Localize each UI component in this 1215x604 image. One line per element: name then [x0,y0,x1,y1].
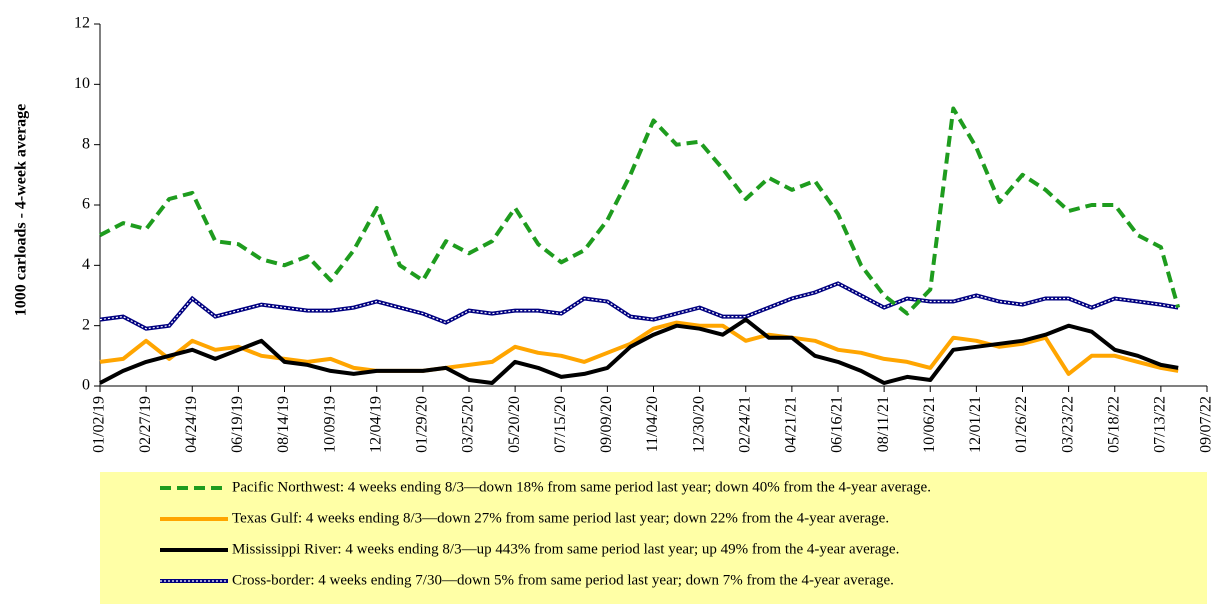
x-tick-label: 08/14/19 [275,396,292,453]
legend-label: Cross-border: 4 weeks ending 7/30—down 5… [232,572,894,588]
x-tick-label: 10/06/21 [921,396,938,453]
x-tick-label: 02/27/19 [137,396,154,453]
x-tick-label: 09/07/22 [1198,396,1215,453]
x-tick-label: 03/25/20 [460,396,477,453]
x-tick-label: 05/20/20 [506,396,523,453]
series-line [99,281,1179,331]
series-line [99,317,1179,385]
x-tick-label: 06/16/21 [829,396,846,453]
y-tick-label: 0 [82,377,90,394]
x-tick-label: 05/18/22 [1105,396,1122,453]
x-tick-label: 08/11/21 [875,396,892,452]
legend-box [100,472,1207,604]
series-line-highlight [99,282,1179,330]
y-tick-label: 4 [82,256,90,273]
x-tick-label: 04/21/21 [783,396,800,453]
y-tick-label: 2 [82,316,90,333]
legend-label: Mississippi River: 4 weeks ending 8/3—up… [232,541,899,557]
y-tick-label: 6 [82,196,90,213]
x-tick-label: 03/23/22 [1059,396,1076,453]
x-tick-label: 01/29/20 [414,396,431,453]
x-tick-label: 09/09/20 [598,396,615,453]
y-tick-label: 8 [82,135,90,152]
x-tick-label: 06/19/19 [229,396,246,453]
y-tick-label: 12 [74,15,90,32]
x-tick-label: 10/09/19 [321,396,338,453]
x-tick-label: 02/24/21 [736,396,753,453]
x-tick-label: 07/13/22 [1152,396,1169,453]
y-tick-label: 10 [74,75,90,92]
y-axis-label: 1000 carloads - 4-week average [13,104,30,316]
x-tick-label: 04/24/19 [183,396,200,453]
x-tick-label: 12/30/20 [690,396,707,453]
x-tick-label: 12/01/21 [967,396,984,453]
series-line [99,106,1181,316]
x-tick-label: 01/02/19 [91,396,108,453]
legend-label: Texas Gulf: 4 weeks ending 8/3—down 27% … [232,510,889,526]
x-tick-label: 12/04/19 [367,396,384,453]
series-line [99,320,1179,376]
x-tick-label: 01/26/22 [1013,396,1030,453]
legend-label: Pacific Northwest: 4 weeks ending 8/3—do… [232,479,931,495]
x-tick-label: 07/15/20 [552,396,569,453]
x-tick-label: 11/04/20 [644,396,661,452]
